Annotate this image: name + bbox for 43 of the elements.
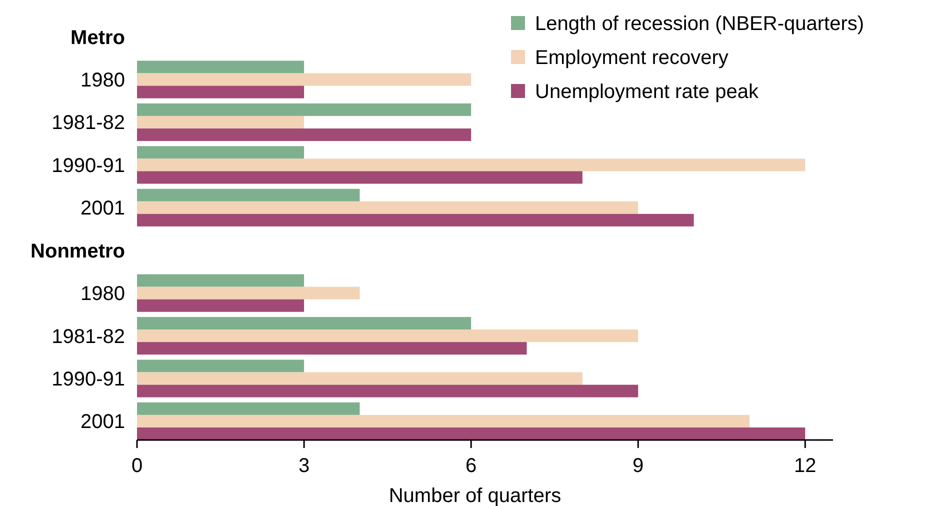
bar xyxy=(137,60,304,74)
bar xyxy=(137,188,360,202)
bar xyxy=(137,73,472,86)
bar xyxy=(137,316,472,330)
x-tick-label: 12 xyxy=(794,455,816,477)
y-tick-label: 1981-82 xyxy=(52,112,125,134)
bar xyxy=(137,286,360,300)
x-tick-label: 9 xyxy=(632,455,644,477)
bar xyxy=(137,146,304,159)
bar xyxy=(137,214,694,226)
y-tick-label: 1980 xyxy=(80,70,125,92)
bar xyxy=(137,360,304,372)
y-tick-label: 1990-91 xyxy=(52,154,125,177)
bar xyxy=(137,384,638,398)
bar xyxy=(137,372,582,385)
bar xyxy=(137,402,360,415)
y-tick-label: Metro xyxy=(70,26,125,49)
y-tick-label: 1980 xyxy=(80,283,125,306)
bar xyxy=(137,299,304,312)
y-tick-label: 2001 xyxy=(80,198,125,220)
x-axis-title: Number of quarters xyxy=(388,485,562,506)
bar xyxy=(137,330,638,342)
bar xyxy=(137,171,582,184)
legend-label: Unemployment rate peak xyxy=(535,81,760,103)
bar xyxy=(137,342,527,355)
x-tick-label: 6 xyxy=(466,455,477,477)
y-tick-label: 1981-82 xyxy=(52,326,125,348)
bar xyxy=(137,158,806,172)
bar xyxy=(137,414,750,428)
bar xyxy=(137,103,472,116)
bar xyxy=(137,86,304,98)
legend-label: Employment recovery xyxy=(535,47,728,69)
bar xyxy=(137,427,806,440)
bar xyxy=(137,201,638,214)
y-tick-label: Nonmetro xyxy=(30,240,125,262)
legend-label: Length of recession (NBER-quarters) xyxy=(535,13,864,35)
x-tick-label: 0 xyxy=(131,455,143,477)
bar xyxy=(137,128,472,142)
bar xyxy=(137,274,304,287)
y-tick-label: 1990-91 xyxy=(52,368,125,390)
x-tick-label: 3 xyxy=(298,455,310,477)
bar xyxy=(137,116,304,128)
y-tick-label: 2001 xyxy=(80,411,125,434)
